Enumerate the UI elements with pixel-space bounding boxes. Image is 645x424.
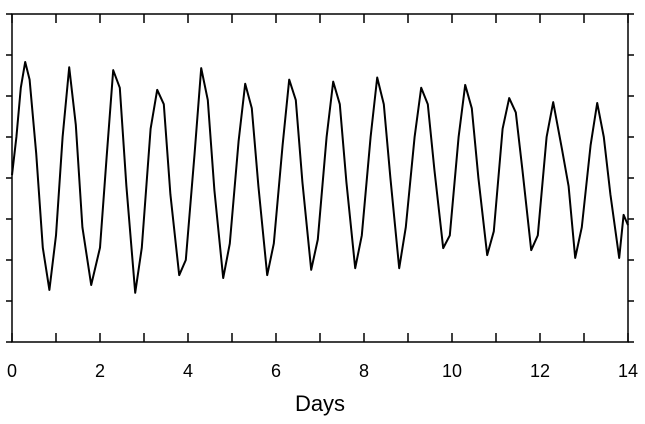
x-tick-label: 4 (183, 361, 193, 381)
x-tick-label: 14 (618, 361, 638, 381)
x-tick-label: 8 (359, 361, 369, 381)
data-line (11, 60, 629, 294)
x-tick-label: 2 (95, 361, 105, 381)
x-tick-label: 6 (271, 361, 281, 381)
x-tick-label: 10 (442, 361, 462, 381)
x-tick-label: 0 (7, 361, 17, 381)
x-axis-label: Days (295, 391, 345, 416)
x-tick-label: 12 (530, 361, 550, 381)
